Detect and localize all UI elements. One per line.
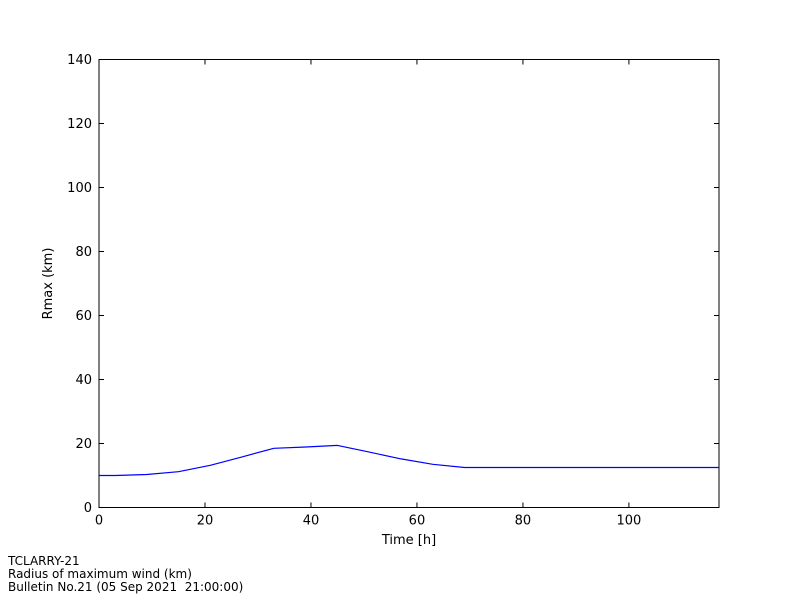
y-tick-label: 100 <box>67 181 92 196</box>
rmax-line <box>99 444 719 477</box>
x-tick-label: 0 <box>95 514 103 529</box>
tick-labels: 0 20 40 60 80 100 0 20 40 60 80 100 120 140 <box>67 53 641 529</box>
y-tick-label: 60 <box>75 309 92 324</box>
x-tick-label: 40 <box>303 514 320 529</box>
data-series <box>99 444 719 477</box>
y-tick-label: 20 <box>75 437 92 452</box>
x-tick-label: 80 <box>515 514 532 529</box>
y-tick-label: 40 <box>75 373 92 388</box>
x-tick-label: 100 <box>617 514 642 529</box>
y-tick-label: 120 <box>67 117 92 132</box>
y-axis-label: Rmax (km) <box>41 248 56 320</box>
x-tick-label: 60 <box>409 514 426 529</box>
footer-bulletin-info: Bulletin No.21 (05 Sep 2021 21:00:00) <box>8 580 244 594</box>
x-tick-label: 20 <box>197 514 214 529</box>
chart-footer: TCLARRY-21 Radius of maximum wind (km) B… <box>8 555 243 594</box>
footer-storm-id: TCLARRY-21 <box>8 554 80 568</box>
x-axis-label: Time [h] <box>381 533 436 548</box>
y-tick-label: 80 <box>75 245 92 260</box>
y-tick-label: 140 <box>67 53 92 68</box>
y-tick-label: 0 <box>84 501 92 516</box>
plot-border <box>98 59 720 508</box>
axis-ticks <box>98 59 719 508</box>
footer-parameter-name: Radius of maximum wind (km) <box>8 567 192 581</box>
